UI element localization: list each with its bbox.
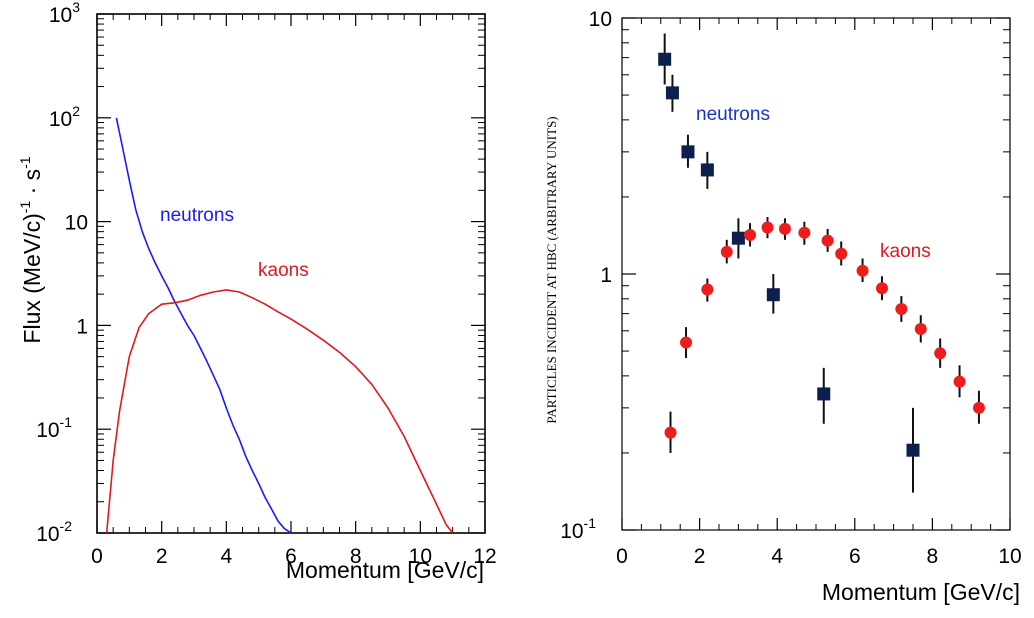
right-neutrons-point bbox=[658, 52, 672, 66]
left-series bbox=[105, 117, 454, 534]
right-x-tick-label: 10 bbox=[998, 545, 1021, 568]
right-neutrons-point bbox=[700, 163, 714, 177]
right-neutrons-point bbox=[665, 86, 679, 100]
right-kaons-point bbox=[701, 283, 714, 296]
right-kaons-point bbox=[680, 336, 693, 349]
left-x-tick-label: 0 bbox=[91, 545, 103, 568]
left-ylabel: Flux (MeV/c)-1 · s-1 bbox=[17, 156, 45, 343]
right-neutrons-point bbox=[906, 443, 920, 457]
left-y-tick-label: 10-2 bbox=[36, 518, 72, 546]
right-y-tick-base: 1 bbox=[600, 264, 612, 287]
right-y-tick-exp: -1 bbox=[584, 515, 597, 531]
left-series-kaons-line bbox=[105, 289, 454, 534]
right-neutrons-point bbox=[681, 145, 695, 159]
right-kaons-point bbox=[778, 222, 791, 235]
right-neutrons-point bbox=[766, 288, 780, 302]
left-annotation-neutrons: neutrons bbox=[160, 205, 234, 226]
left-ylabel-sup1: -1 bbox=[17, 201, 33, 214]
left-ylabel-sup2: -1 bbox=[17, 156, 33, 169]
right-y-tick-base: 10 bbox=[589, 8, 612, 31]
right-ylabel: PARTICLES INCIDENT AT HBC (ARBITRARY UNI… bbox=[544, 116, 559, 423]
right-kaons-point bbox=[856, 264, 869, 277]
left-annotation-kaons: kaons bbox=[258, 260, 309, 281]
left-y-tick-exp: 3 bbox=[72, 0, 80, 15]
right-y-tick-label: 10 bbox=[589, 8, 612, 31]
right-y-tick-label: 10-1 bbox=[560, 515, 596, 543]
right-kaons-point bbox=[953, 375, 966, 388]
right-kaons-point bbox=[664, 426, 677, 439]
right-ticks bbox=[621, 17, 1011, 531]
right-x-tick-label: 8 bbox=[927, 545, 939, 568]
right-kaons-point bbox=[934, 347, 947, 360]
left-x-tick-label: 8 bbox=[350, 545, 362, 568]
left-y-tick-label: 102 bbox=[49, 103, 80, 131]
right-x-tick-label: 6 bbox=[849, 545, 861, 568]
left-y-tick-exp: -2 bbox=[60, 518, 73, 534]
right-kaons-point bbox=[875, 282, 888, 295]
left-ticks bbox=[96, 13, 486, 534]
right-kaons-point bbox=[798, 226, 811, 239]
right-kaons-point bbox=[895, 302, 908, 315]
left-y-tick-base: 10 bbox=[49, 108, 72, 131]
right-x-tick-label: 4 bbox=[771, 545, 783, 568]
left-ylabel-main: Flux (MeV/c) bbox=[19, 213, 45, 343]
left-ylabel-mid: · s bbox=[19, 169, 45, 201]
left-y-tick-exp: -1 bbox=[60, 414, 73, 430]
left-y-tick-base: 10 bbox=[65, 212, 88, 235]
right-annotation-kaons: kaons bbox=[880, 241, 931, 262]
left-y-tick-exp: 2 bbox=[72, 103, 80, 119]
right-kaons-point bbox=[972, 401, 985, 414]
left-x-tick-label: 12 bbox=[473, 545, 496, 568]
right-xlabel: Momentum [GeV/c] bbox=[822, 579, 1020, 605]
left-x-tick-label: 4 bbox=[220, 545, 232, 568]
left-series-neutrons-line bbox=[115, 117, 292, 534]
right-kaons-point bbox=[744, 229, 757, 242]
right-kaons-point bbox=[914, 322, 927, 335]
right-y-tick-label: 1 bbox=[600, 264, 612, 287]
right-kaons-point bbox=[835, 247, 848, 260]
right-series bbox=[658, 33, 985, 493]
right-y-tick-base: 10 bbox=[560, 520, 583, 543]
right-neutrons-point bbox=[731, 231, 745, 245]
left-xlabel: Momentum [GeV/c] bbox=[286, 557, 484, 583]
left-y-tick-label: 10 bbox=[65, 212, 88, 235]
right-neutrons-point bbox=[817, 387, 831, 401]
right-x-tick-label: 0 bbox=[616, 545, 628, 568]
left-x-tick-label: 2 bbox=[156, 545, 168, 568]
right-x-tick-label: 2 bbox=[694, 545, 706, 568]
left-y-tick-base: 1 bbox=[76, 315, 88, 338]
left-x-tick-label: 10 bbox=[409, 545, 432, 568]
right-kaons-point bbox=[821, 234, 834, 247]
left-y-tick-base: 10 bbox=[36, 523, 59, 546]
left-y-tick-label: 1 bbox=[76, 315, 88, 338]
right-kaons-point bbox=[720, 245, 733, 258]
left-x-tick-label: 6 bbox=[285, 545, 297, 568]
left-y-tick-base: 10 bbox=[36, 419, 59, 442]
right-annotation-neutrons: neutrons bbox=[696, 104, 770, 125]
right-kaons-point bbox=[761, 221, 774, 234]
left-y-tick-base: 10 bbox=[49, 4, 72, 27]
left-y-tick-label: 10-1 bbox=[36, 414, 72, 442]
left-y-tick-label: 103 bbox=[49, 0, 80, 27]
